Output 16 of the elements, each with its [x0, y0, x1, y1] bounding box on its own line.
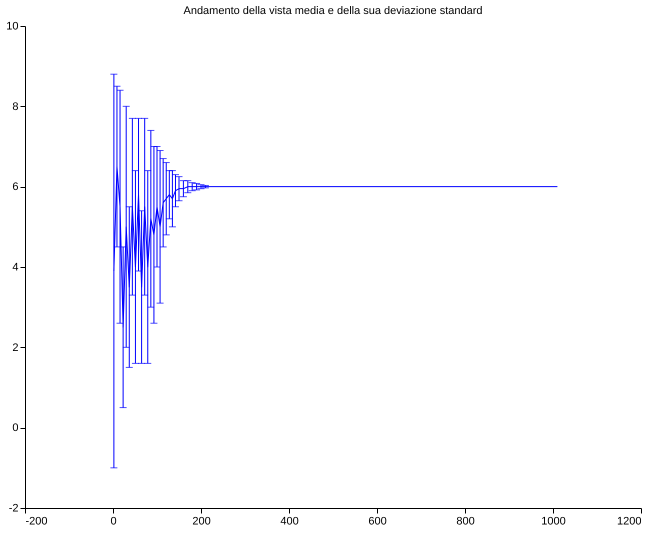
- x-tick-label: 600: [368, 516, 387, 528]
- x-tick-label: 800: [456, 516, 475, 528]
- y-tick-label: 2: [12, 342, 18, 354]
- x-tick-label: -200: [26, 516, 48, 528]
- y-tick-label: 10: [6, 20, 18, 32]
- x-tick-label: 0: [110, 516, 117, 528]
- x-tick-label: 1000: [541, 516, 566, 528]
- y-tick-label: 4: [12, 262, 18, 274]
- chart-title: Andamento della vista media e della sua deviazione standard: [183, 5, 483, 17]
- y-tick-label: 8: [12, 100, 18, 113]
- y-tick-label: 0: [12, 422, 18, 434]
- y-tick-label: 6: [12, 181, 18, 194]
- x-tick-label: 1200: [617, 516, 642, 528]
- y-tick-label: -2: [8, 502, 18, 514]
- x-tick-label: 400: [280, 516, 299, 528]
- x-tick-label: 200: [192, 516, 211, 528]
